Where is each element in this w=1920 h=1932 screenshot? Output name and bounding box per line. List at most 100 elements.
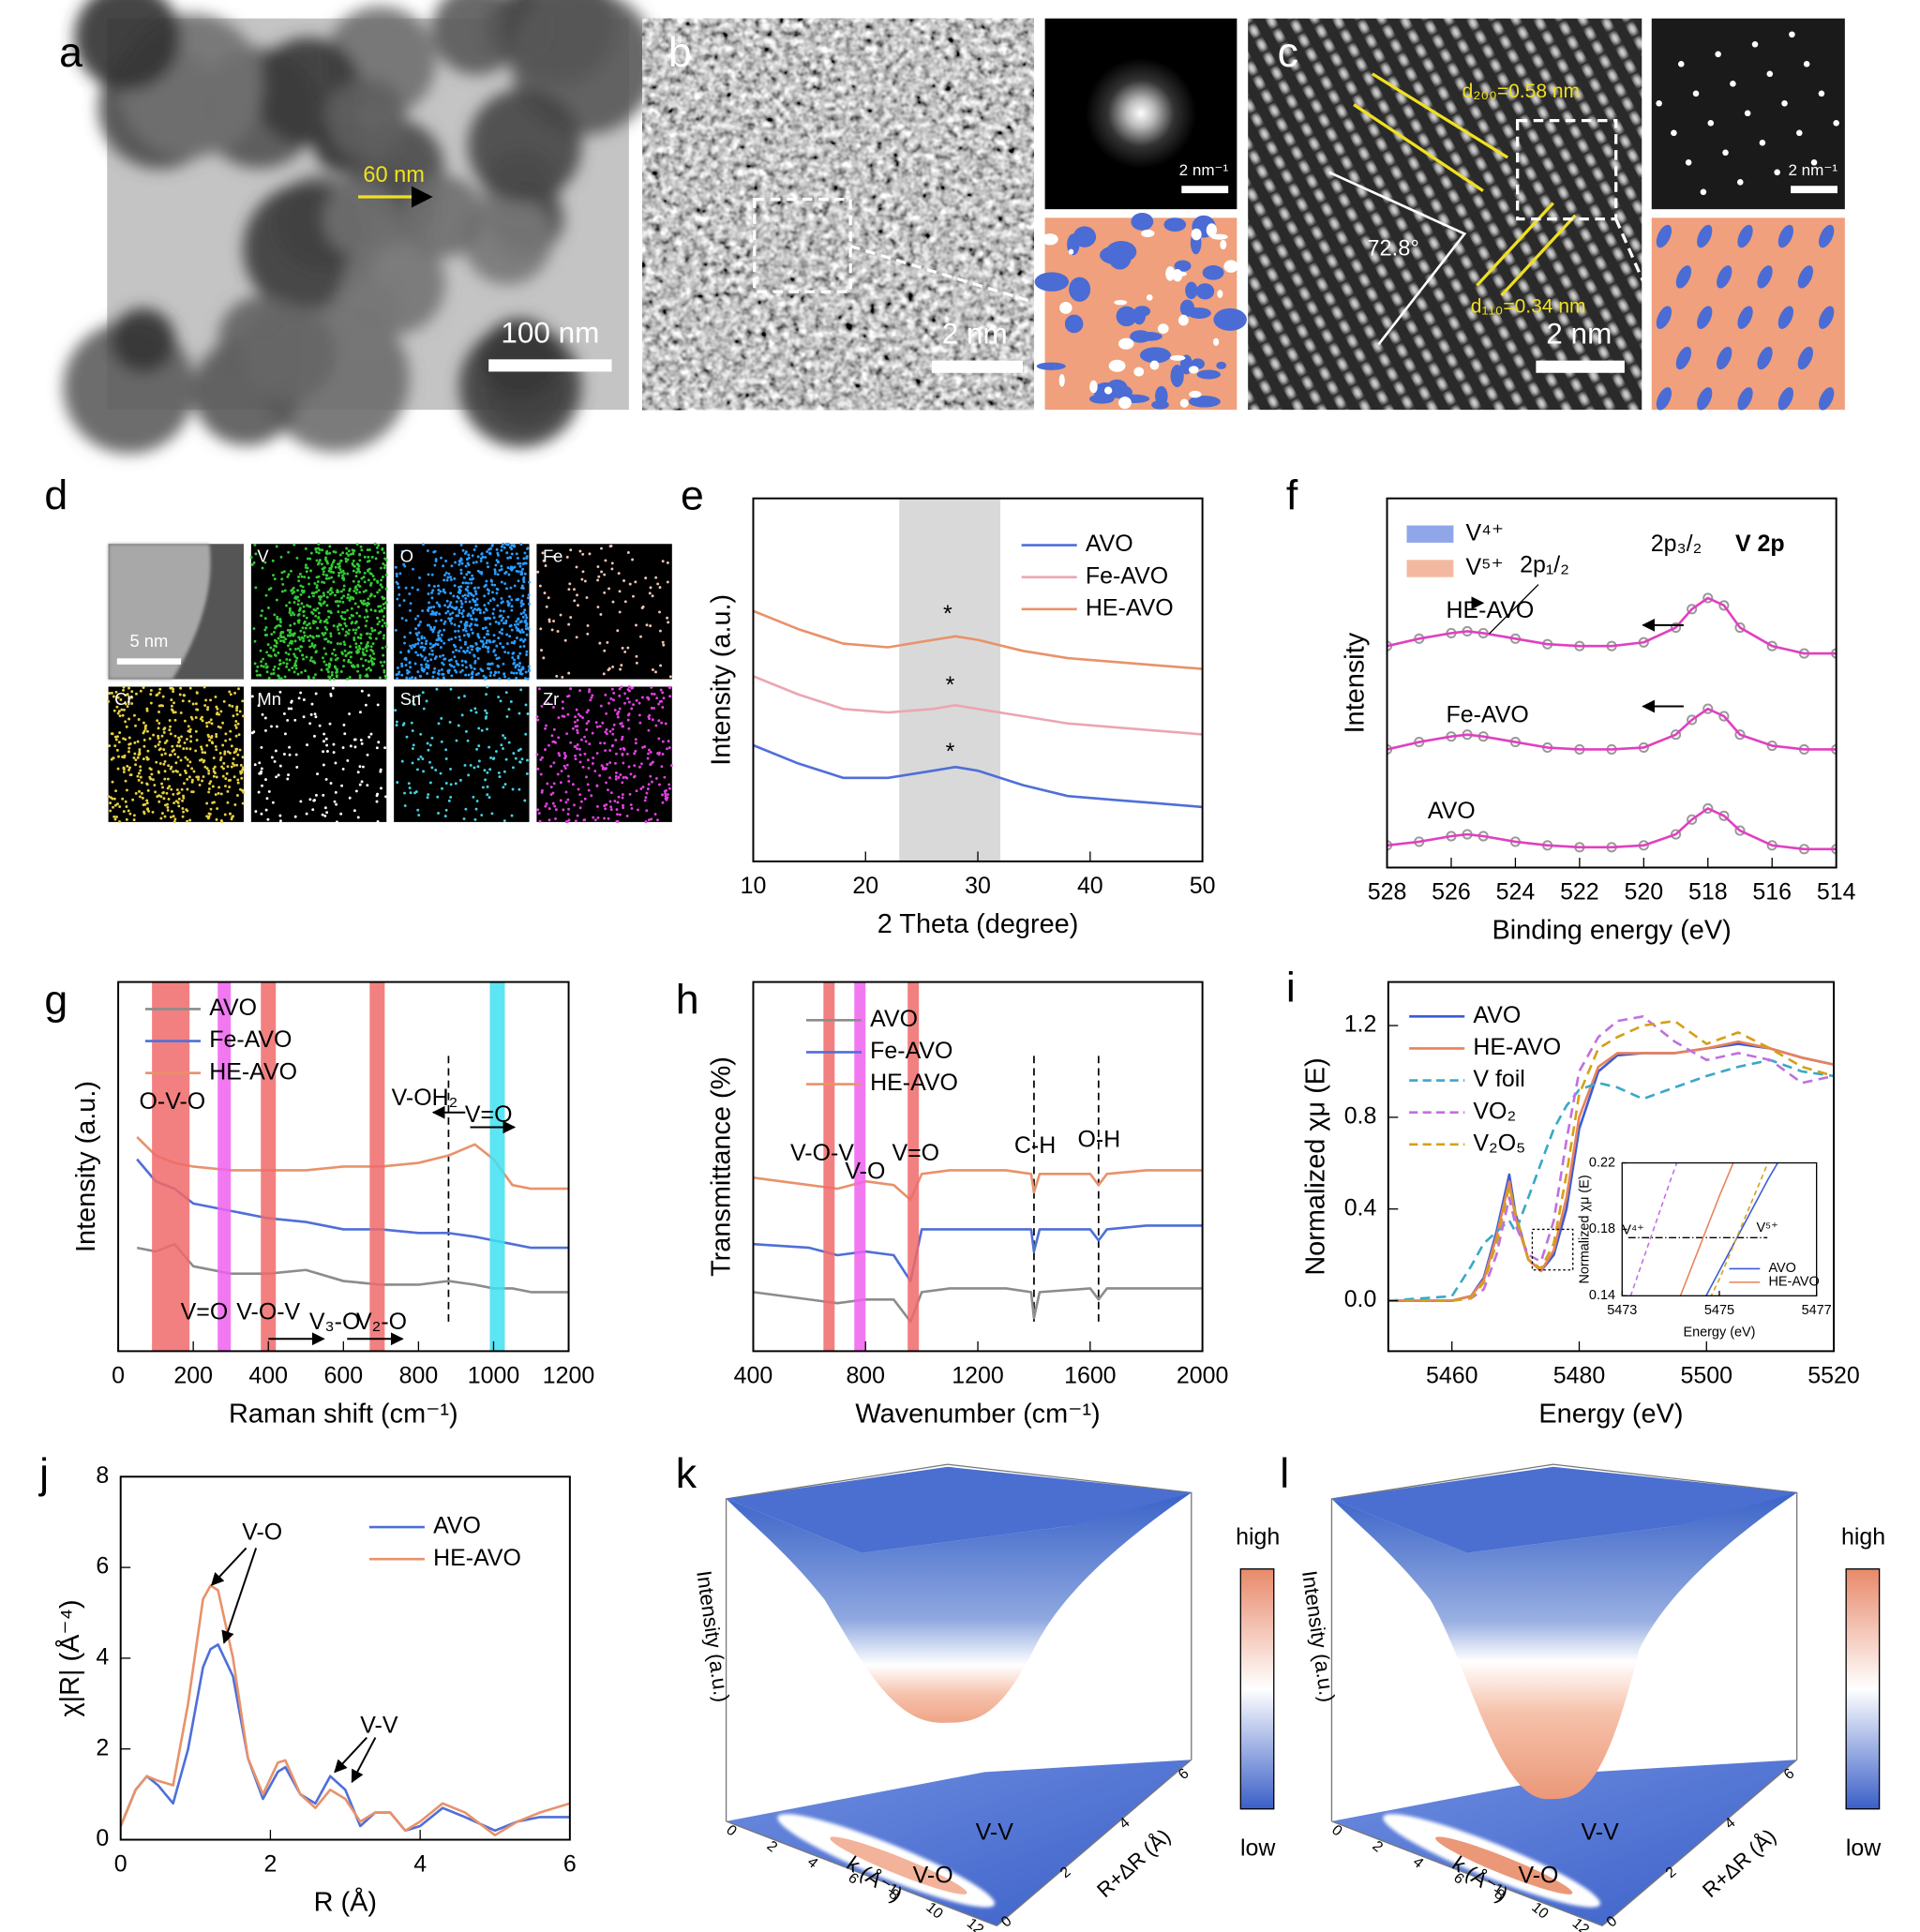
eds-dot: [408, 661, 412, 665]
eds-dot: [658, 629, 662, 633]
eds-dot: [382, 637, 385, 640]
eds-dot: [112, 805, 114, 809]
legend-label: AVO: [209, 995, 257, 1021]
eds-dot: [409, 791, 412, 795]
eds-dot: [358, 585, 362, 588]
panel-label: f: [1286, 472, 1298, 518]
eds-dot: [441, 786, 443, 790]
phase-domain: [1185, 281, 1198, 300]
phase-domain: [1116, 306, 1137, 327]
eds-dot: [178, 744, 182, 748]
eds-dot: [634, 738, 638, 741]
box-edge: [1331, 1820, 1603, 1927]
eds-dot: [555, 674, 559, 678]
eds-dot: [569, 548, 573, 552]
eds-dot: [421, 645, 424, 649]
eds-dot: [523, 637, 527, 641]
eds-dot: [527, 602, 531, 606]
eds-dot: [581, 765, 585, 769]
eds-dot: [518, 638, 522, 642]
eds-dot: [172, 701, 175, 705]
eds-dot: [528, 580, 531, 584]
eds-dot: [380, 578, 383, 582]
eds-dot: [206, 816, 210, 820]
eds-dot: [322, 793, 325, 797]
eds-dot: [151, 810, 155, 814]
eds-dot: [118, 731, 122, 735]
particle: [463, 195, 552, 285]
eds-dot: [407, 782, 411, 786]
eds-dot: [465, 649, 469, 652]
label: 0: [1604, 1913, 1621, 1931]
eds-dot: [522, 644, 526, 648]
eds-dot: [294, 753, 298, 756]
y-tick-label: 0.14: [1589, 1288, 1615, 1303]
eds-dot: [329, 570, 333, 574]
eds-dot: [423, 658, 427, 662]
eds-dot: [278, 690, 282, 694]
eds-dot: [522, 557, 526, 561]
eds-dot: [325, 604, 329, 607]
eds-dot: [407, 649, 411, 652]
eds-dot: [235, 794, 239, 797]
eds-dot: [437, 634, 440, 637]
eds-dot: [498, 568, 502, 572]
eds-dot: [582, 818, 586, 822]
eds-dot: [204, 698, 208, 702]
eds-dot: [234, 720, 238, 723]
eds-dot: [510, 544, 514, 547]
panel-label: h: [676, 978, 699, 1024]
eds-dot: [309, 569, 312, 573]
eds-dot: [360, 780, 364, 784]
eds-dot: [403, 791, 407, 795]
eds-dot: [507, 741, 511, 744]
eds-dot: [359, 711, 362, 714]
eds-dot: [288, 601, 292, 605]
eds-dot: [646, 696, 650, 699]
eds-dot: [310, 642, 314, 646]
series-line: [120, 1584, 570, 1837]
eds-dot: [490, 579, 493, 583]
eds-dot: [324, 652, 328, 656]
eds-dot: [325, 743, 329, 747]
eds-dot: [459, 620, 463, 623]
eds-dot: [653, 813, 657, 816]
eds-dot: [586, 758, 590, 762]
eds-dot: [363, 555, 367, 559]
eds-dot: [300, 575, 304, 578]
eds-dot: [634, 741, 638, 745]
eds-dot: [595, 752, 599, 755]
phase-gap: [1217, 290, 1223, 298]
eds-dot: [263, 628, 267, 632]
eds-dot: [172, 770, 175, 773]
panel-label: a: [59, 30, 82, 76]
eds-dot: [358, 559, 362, 562]
eds-dot: [241, 801, 245, 805]
eds-dot: [659, 688, 663, 692]
legend-label: AVO: [870, 1006, 918, 1032]
eds-dot: [369, 592, 373, 596]
eds-dot: [538, 819, 542, 823]
label: high: [1841, 1524, 1885, 1550]
eds-dot: [322, 647, 326, 651]
eds-dot: [666, 796, 669, 800]
annotation: V₂-O: [356, 1309, 407, 1335]
eds-dot: [548, 620, 551, 623]
data-point: [1687, 604, 1698, 615]
eds-dot: [431, 645, 435, 649]
eds-dot: [430, 649, 434, 652]
eds-dot: [384, 558, 388, 562]
eds-dot: [367, 578, 370, 582]
eds-dot: [584, 740, 588, 743]
eds-dot: [511, 766, 515, 770]
eds-dot: [180, 787, 184, 791]
phase-gap: [1149, 360, 1160, 370]
eds-dot: [438, 612, 442, 616]
eds-dot: [341, 600, 345, 604]
eds-dot: [545, 802, 548, 805]
eds-dot: [467, 612, 471, 616]
eds-map: [394, 686, 530, 822]
eds-dot: [488, 617, 492, 621]
eds-dot: [560, 770, 563, 772]
label: low: [1240, 1835, 1276, 1862]
